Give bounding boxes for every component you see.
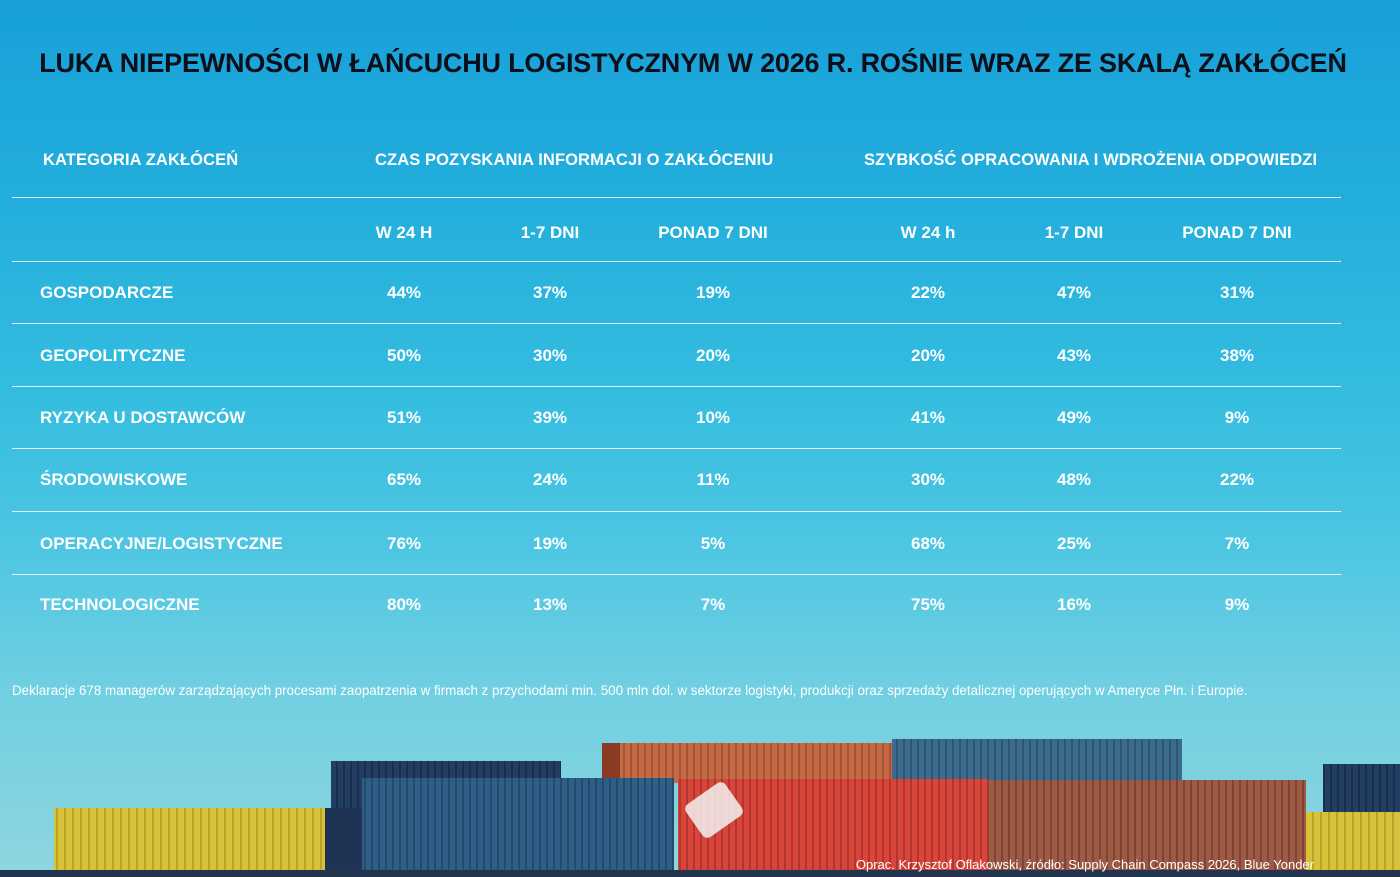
table-cell: 22%	[1219, 470, 1255, 489]
header-category: KATEGORIA ZAKŁÓCEŃ	[43, 151, 239, 169]
divider-line	[12, 511, 1341, 512]
table-cell: 80%	[386, 595, 422, 614]
column-header-info-1: W 24 H	[375, 223, 433, 242]
table-cell: 5%	[700, 534, 726, 553]
footnote: Deklaracje 678 managerów zarządzających …	[12, 683, 1248, 698]
table-cell: 37%	[532, 283, 568, 302]
table-cell: 68%	[910, 534, 946, 553]
table-cell: 20%	[910, 346, 946, 365]
table-cell: 44%	[386, 283, 422, 302]
table-cell: 51%	[386, 408, 422, 427]
table-cell: 25%	[1056, 534, 1092, 553]
divider-line	[12, 448, 1341, 449]
table-cell: 75%	[910, 595, 946, 614]
table-cell: 7%	[700, 595, 726, 614]
table-cell: 20%	[695, 346, 731, 365]
header-group-response-speed: SZYBKOŚĆ OPRACOWANIA I WDROŻENIA ODPOWIE…	[864, 151, 1318, 169]
row-label: ŚRODOWISKOWE	[40, 470, 188, 489]
table-cell: 49%	[1056, 408, 1092, 427]
table-cell: 39%	[532, 408, 568, 427]
chart-title: LUKA NIEPEWNOŚCI W ŁAŃCUCHU LOGISTYCZNYM…	[39, 48, 1347, 78]
table-cell: 41%	[910, 408, 946, 427]
row-label: GEOPOLITYCZNE	[40, 346, 186, 365]
table-cell: 76%	[386, 534, 422, 553]
column-header-info-2: 1-7 DNI	[520, 223, 580, 242]
row-label: GOSPODARCZE	[40, 283, 174, 302]
table-cell: 24%	[532, 470, 568, 489]
table-cell: 65%	[386, 470, 422, 489]
column-header-response-2: 1-7 DNI	[1044, 223, 1104, 242]
table-cell: 30%	[910, 470, 946, 489]
table-cell: 43%	[1056, 346, 1092, 365]
table-cell: 19%	[532, 534, 568, 553]
divider-line	[12, 574, 1341, 575]
table-cell: 7%	[1224, 534, 1250, 553]
divider-line	[12, 261, 1341, 262]
table-cell: 30%	[532, 346, 568, 365]
source-credit: Oprac. Krzysztof Oflakowski, źródło: Sup…	[855, 857, 1314, 872]
table-cell: 9%	[1224, 595, 1250, 614]
table-cell: 38%	[1219, 346, 1255, 365]
row-label: TECHNOLOGICZNE	[40, 595, 200, 614]
divider-line	[12, 197, 1341, 198]
table-cell: 31%	[1219, 283, 1255, 302]
row-label: RYZYKA U DOSTAWCÓW	[40, 408, 246, 427]
table-cell: 13%	[532, 595, 568, 614]
column-header-response-1: W 24 h	[900, 223, 956, 242]
row-label: OPERACYJNE/LOGISTYCZNE	[40, 534, 283, 553]
table-cell: 16%	[1056, 595, 1092, 614]
table-cell: 11%	[696, 470, 730, 489]
table-cell: 9%	[1224, 408, 1250, 427]
table-cell: 47%	[1056, 283, 1092, 302]
table-cell: 10%	[695, 408, 731, 427]
table-cell: 22%	[910, 283, 946, 302]
divider-line	[12, 386, 1341, 387]
column-header-info-3: PONAD 7 DNI	[658, 223, 768, 242]
table-cell: 48%	[1056, 470, 1092, 489]
table-cell: 19%	[695, 283, 731, 302]
divider-line	[12, 323, 1341, 324]
table-cell: 50%	[386, 346, 422, 365]
column-header-response-3: PONAD 7 DNI	[1182, 223, 1292, 242]
header-group-information-time: CZAS POZYSKANIA INFORMACJI O ZAKŁÓCENIU	[375, 151, 774, 169]
